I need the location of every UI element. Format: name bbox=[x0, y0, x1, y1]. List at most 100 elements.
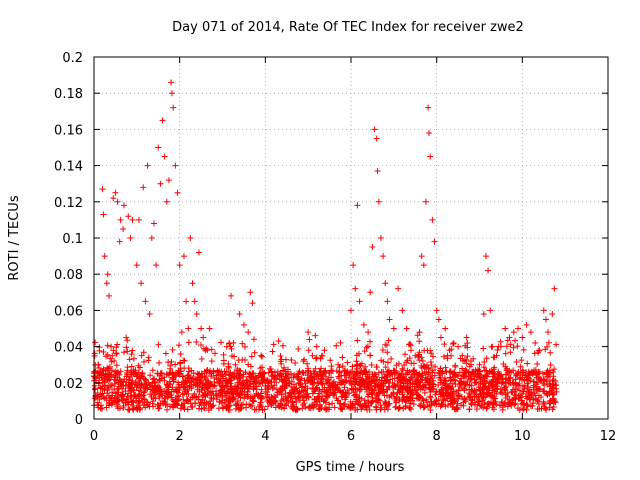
data-point bbox=[176, 262, 183, 269]
data-point bbox=[154, 385, 161, 392]
data-point bbox=[243, 377, 250, 384]
data-point bbox=[135, 387, 142, 394]
data-point bbox=[153, 262, 160, 269]
data-point bbox=[466, 393, 473, 400]
data-point bbox=[198, 406, 205, 413]
data-point bbox=[169, 384, 176, 391]
data-point bbox=[364, 373, 371, 380]
data-point bbox=[446, 347, 453, 354]
data-point bbox=[365, 391, 372, 398]
data-point bbox=[170, 388, 177, 395]
data-point bbox=[441, 375, 448, 382]
data-point bbox=[277, 400, 284, 407]
data-point bbox=[164, 382, 171, 389]
data-point bbox=[196, 376, 203, 383]
data-point bbox=[258, 386, 265, 393]
y-tick-label: 0.06 bbox=[54, 304, 83, 319]
data-point bbox=[195, 249, 202, 256]
data-point bbox=[243, 383, 250, 390]
data-point bbox=[257, 380, 264, 387]
data-point bbox=[514, 405, 521, 412]
data-point bbox=[224, 379, 231, 386]
data-point bbox=[490, 354, 497, 361]
data-point bbox=[141, 396, 148, 403]
data-point bbox=[545, 339, 552, 346]
data-point bbox=[226, 372, 233, 379]
data-point bbox=[339, 363, 346, 370]
data-point bbox=[117, 368, 124, 375]
data-point bbox=[120, 382, 127, 389]
data-point bbox=[504, 389, 511, 396]
data-point bbox=[356, 401, 363, 408]
data-point bbox=[318, 365, 325, 372]
data-point bbox=[329, 368, 336, 375]
data-point bbox=[373, 363, 380, 370]
data-point bbox=[498, 380, 505, 387]
data-point bbox=[552, 378, 559, 385]
data-point bbox=[458, 393, 465, 400]
data-point bbox=[491, 364, 498, 371]
data-point bbox=[264, 403, 271, 410]
data-point bbox=[278, 391, 285, 398]
data-point bbox=[451, 377, 458, 384]
data-point bbox=[506, 334, 513, 341]
data-point bbox=[427, 394, 434, 401]
data-point bbox=[245, 329, 252, 336]
data-point bbox=[541, 403, 548, 410]
data-point bbox=[125, 213, 132, 220]
data-point bbox=[205, 388, 212, 395]
data-point bbox=[234, 390, 241, 397]
data-point bbox=[467, 376, 474, 383]
data-point bbox=[471, 376, 478, 383]
data-point bbox=[318, 352, 325, 359]
data-point bbox=[416, 329, 423, 336]
data-point bbox=[476, 398, 483, 405]
data-point bbox=[195, 371, 202, 378]
data-point bbox=[400, 374, 407, 381]
data-point bbox=[108, 343, 115, 350]
data-point bbox=[246, 380, 253, 387]
data-point bbox=[354, 202, 361, 209]
data-point bbox=[368, 361, 375, 368]
data-point bbox=[170, 374, 177, 381]
data-point bbox=[465, 394, 472, 401]
data-point bbox=[173, 400, 180, 407]
data-point bbox=[495, 368, 502, 375]
data-point bbox=[312, 365, 319, 372]
data-point bbox=[518, 397, 525, 404]
data-point bbox=[235, 404, 242, 411]
data-point bbox=[513, 358, 520, 365]
data-point bbox=[472, 370, 479, 377]
data-point bbox=[543, 390, 550, 397]
data-point bbox=[95, 380, 102, 387]
data-point bbox=[365, 329, 372, 336]
data-point bbox=[396, 404, 403, 411]
data-point bbox=[366, 368, 373, 375]
data-point bbox=[208, 373, 215, 380]
data-point bbox=[377, 235, 384, 241]
data-point bbox=[488, 381, 495, 388]
data-point bbox=[99, 377, 106, 384]
data-point bbox=[420, 397, 427, 404]
data-point bbox=[106, 363, 113, 370]
data-point bbox=[225, 401, 232, 408]
data-point bbox=[219, 371, 226, 378]
data-point bbox=[406, 404, 413, 411]
data-point bbox=[481, 380, 488, 387]
data-point bbox=[490, 394, 497, 401]
data-point bbox=[308, 372, 315, 379]
y-tick-label: 0.12 bbox=[54, 196, 83, 211]
data-point bbox=[156, 376, 163, 383]
data-point bbox=[96, 365, 103, 372]
data-point bbox=[454, 400, 461, 407]
data-point bbox=[299, 384, 306, 391]
data-point bbox=[507, 375, 514, 382]
data-point bbox=[158, 370, 165, 377]
data-point bbox=[113, 362, 120, 369]
data-point bbox=[520, 346, 527, 353]
data-point bbox=[295, 345, 302, 352]
data-point bbox=[253, 383, 260, 390]
data-point bbox=[249, 402, 256, 409]
data-point bbox=[372, 371, 379, 378]
